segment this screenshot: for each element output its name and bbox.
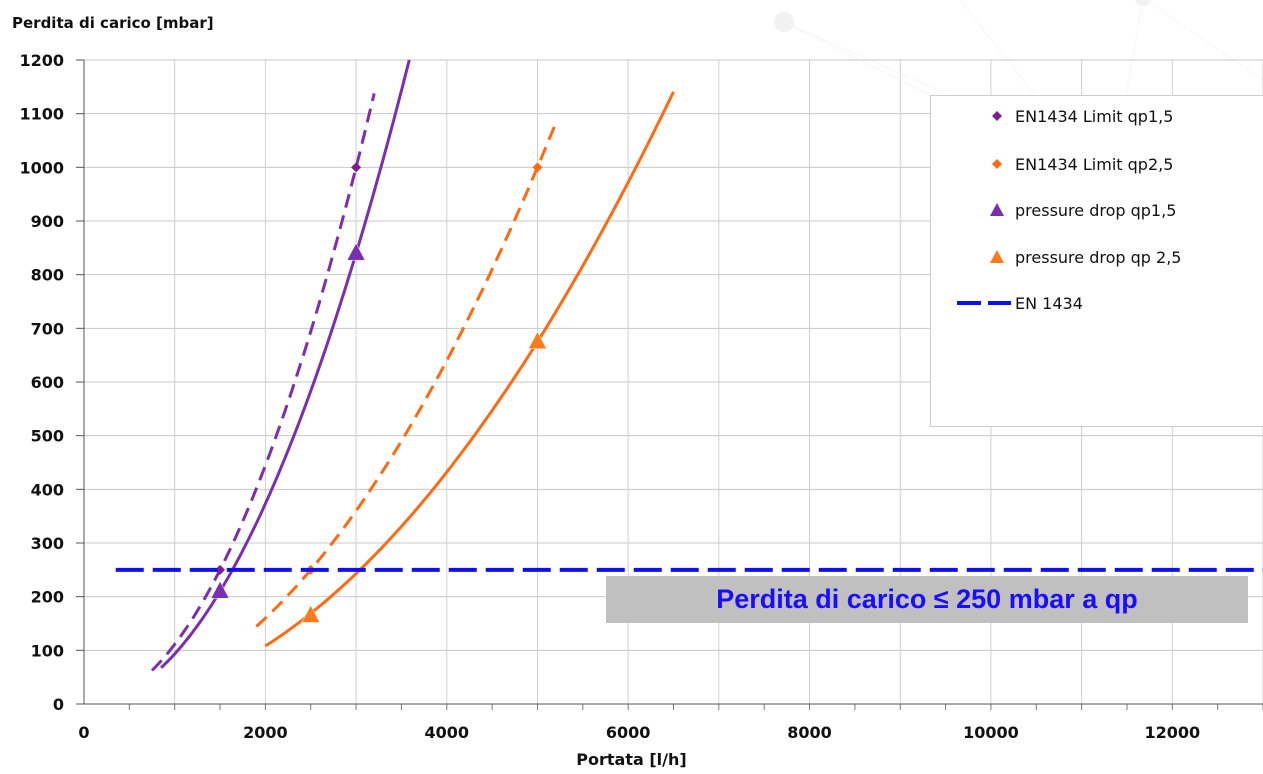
y-tick-label: 900 bbox=[31, 212, 64, 231]
annotation-text: Perdita di carico ≤ 250 mbar a qp bbox=[716, 584, 1138, 614]
x-tick-label: 0 bbox=[78, 723, 89, 742]
y-axis-title: Perdita di carico [mbar] bbox=[12, 14, 214, 32]
trendline bbox=[255, 122, 557, 628]
data-point-diamond bbox=[351, 162, 362, 173]
y-tick-label: 700 bbox=[31, 319, 64, 338]
legend-label: EN1434 Limit qp1,5 bbox=[1015, 106, 1174, 126]
y-tick-label: 600 bbox=[31, 373, 64, 392]
legend-item: EN1434 Limit qp2,5 bbox=[931, 152, 1173, 176]
legend-item: EN 1434 bbox=[931, 291, 1083, 315]
legend-label: EN 1434 bbox=[1015, 293, 1083, 313]
x-tick-label: 12000 bbox=[1144, 723, 1200, 742]
y-tick-label: 1200 bbox=[19, 51, 64, 70]
trendlines bbox=[150, 59, 675, 672]
legend-label: pressure drop qp 2,5 bbox=[1015, 247, 1182, 267]
data-point-triangle bbox=[346, 242, 366, 261]
legend: EN1434 Limit qp1,5 EN1434 Limit qp2,5 pr… bbox=[930, 95, 1263, 427]
data-point-triangle bbox=[301, 604, 321, 623]
y-tick-label: 500 bbox=[31, 427, 64, 446]
y-tick-label: 800 bbox=[31, 266, 64, 285]
data-point-triangle bbox=[210, 580, 230, 599]
legend-label: EN1434 Limit qp2,5 bbox=[1015, 154, 1174, 174]
threshold-annotation: Perdita di carico ≤ 250 mbar a qp bbox=[606, 576, 1248, 623]
data-point-diamond bbox=[532, 162, 543, 173]
trendline bbox=[160, 59, 411, 669]
x-axis-title: Portata [l/h] bbox=[576, 750, 687, 769]
x-tick-label: 8000 bbox=[787, 723, 832, 742]
x-tick-label: 4000 bbox=[425, 723, 470, 742]
x-tick-label: 2000 bbox=[243, 723, 288, 742]
x-tick-label: 6000 bbox=[606, 723, 651, 742]
legend-item: pressure drop qp1,5 bbox=[931, 198, 1176, 222]
trendline bbox=[150, 93, 376, 672]
y-tick-label: 300 bbox=[31, 534, 64, 553]
y-tick-label: 100 bbox=[31, 641, 64, 660]
y-tick-label: 0 bbox=[53, 695, 64, 714]
y-tick-label: 400 bbox=[31, 480, 64, 499]
y-tick-label: 1000 bbox=[19, 158, 64, 177]
data-point-diamond bbox=[215, 564, 226, 575]
legend-label: pressure drop qp1,5 bbox=[1015, 200, 1177, 220]
legend-item: EN1434 Limit qp1,5 bbox=[931, 104, 1173, 128]
y-tick-label: 200 bbox=[31, 588, 64, 607]
trendline bbox=[264, 91, 675, 648]
data-marks bbox=[115, 162, 1263, 623]
legend-item: pressure drop qp 2,5 bbox=[931, 245, 1181, 269]
y-tick-label: 1100 bbox=[19, 105, 64, 124]
tick-labels: 0 100 200 300 400 500 600 700 800 900 1000 1100 1200… bbox=[19, 51, 1200, 742]
data-point-triangle bbox=[528, 331, 547, 349]
x-tick-label: 10000 bbox=[963, 723, 1019, 742]
axes bbox=[76, 59, 1263, 710]
